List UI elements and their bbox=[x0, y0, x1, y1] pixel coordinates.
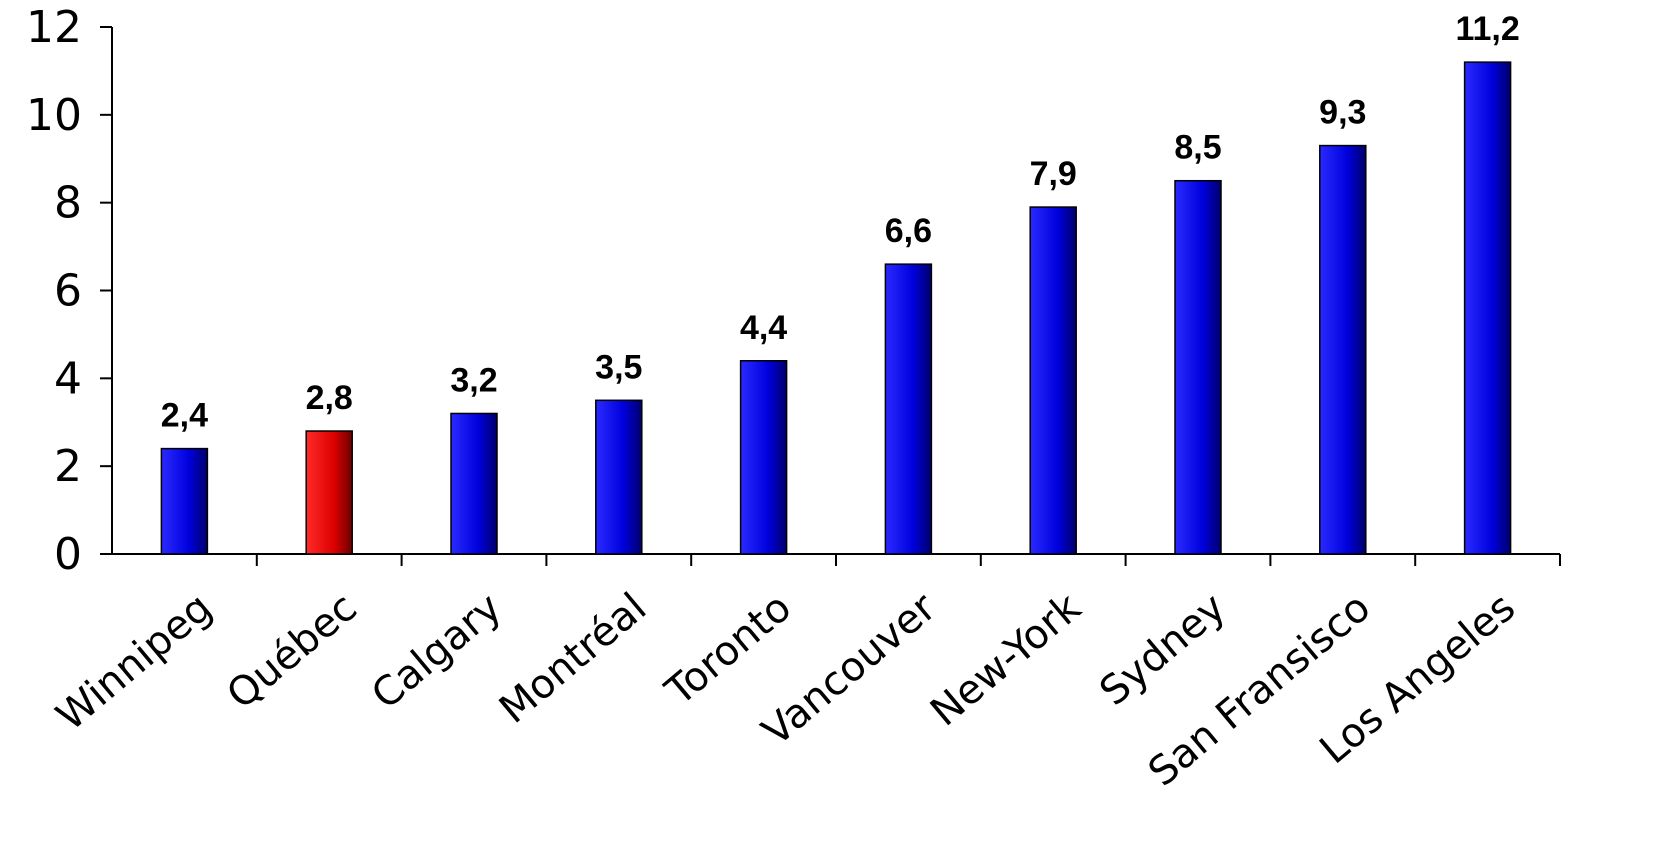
bar-new-york bbox=[1029, 206, 1077, 555]
bar-san-fransisco bbox=[1319, 144, 1367, 555]
x-tick-label: Québec bbox=[219, 584, 366, 718]
data-label: 3,5 bbox=[595, 348, 642, 386]
data-labels: 2,4 2,8 3,2 3,5 4,4 6,6 7,9 8,5 9,3 11,2 bbox=[161, 10, 1520, 434]
bar-calgary bbox=[450, 412, 498, 555]
x-ticks bbox=[255, 554, 1561, 566]
x-tick-label: Toronto bbox=[657, 584, 800, 715]
x-tick-label: Calgary bbox=[363, 584, 510, 718]
bar-toronto bbox=[739, 360, 788, 555]
data-label: 7,9 bbox=[1030, 155, 1077, 193]
data-label: 2,4 bbox=[161, 397, 208, 435]
y-tick-label: 2 bbox=[54, 441, 82, 492]
bar-los-angeles bbox=[1463, 61, 1512, 555]
y-tick-label: 12 bbox=[26, 2, 82, 53]
y-tick-label: 0 bbox=[54, 529, 82, 580]
data-label: 9,3 bbox=[1319, 94, 1366, 132]
y-tick-label: 4 bbox=[54, 353, 82, 404]
data-label: 11,2 bbox=[1455, 10, 1519, 48]
bar-sydney bbox=[1174, 179, 1222, 555]
bar-vancouver bbox=[884, 263, 933, 555]
data-label: 6,6 bbox=[885, 212, 932, 250]
y-tick-label: 10 bbox=[26, 90, 82, 141]
bar-montr-al bbox=[595, 399, 643, 555]
data-label: 2,8 bbox=[306, 379, 353, 417]
bar-qu-bec bbox=[305, 430, 353, 555]
y-ticks: 0 2 4 6 8 10 12 bbox=[26, 2, 112, 580]
y-tick-label: 6 bbox=[54, 266, 82, 317]
x-tick-label: Winnipeg bbox=[48, 584, 221, 739]
x-tick-label: Sydney bbox=[1091, 584, 1234, 714]
y-tick-label: 8 bbox=[54, 178, 82, 229]
data-label: 3,2 bbox=[450, 361, 497, 399]
x-tick-label: New-York bbox=[922, 584, 1090, 736]
x-tick-label: Montréal bbox=[491, 584, 655, 732]
data-label: 8,5 bbox=[1174, 129, 1221, 167]
data-label: 4,4 bbox=[740, 309, 787, 347]
bars bbox=[160, 61, 1512, 555]
bar-winnipeg bbox=[160, 447, 209, 555]
